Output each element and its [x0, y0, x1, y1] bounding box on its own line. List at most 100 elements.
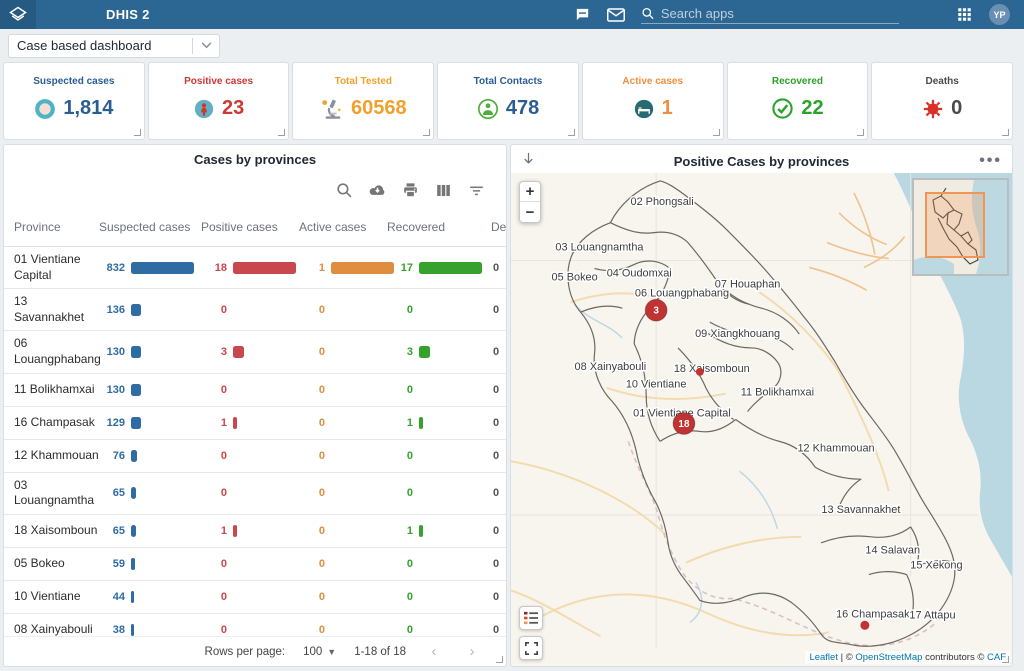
suspected-cell: 38	[99, 624, 201, 636]
resize-handle[interactable]	[134, 129, 141, 136]
stat-card-title: Deaths	[925, 76, 958, 87]
dashboard-select[interactable]: Case based dashboard	[8, 34, 220, 58]
table-row[interactable]: 05 Bokeo590000	[4, 548, 506, 581]
rows-per-page-select[interactable]: 100 ▼	[303, 646, 336, 658]
table-row[interactable]: 10 Vientiane440000	[4, 581, 506, 614]
active-cell: 0	[299, 304, 387, 316]
table-pagination: Rows per page: 100 ▼ 1-18 of 18 ‹ ›	[4, 636, 506, 666]
value-bar	[131, 591, 134, 603]
zoom-out-button[interactable]: −	[520, 202, 540, 222]
app-search[interactable]	[641, 6, 899, 24]
zoom-in-button[interactable]: +	[520, 182, 540, 202]
pagination-range: 1-18 of 18	[354, 646, 406, 658]
table-row[interactable]: 18 Xaisomboun651010	[4, 515, 506, 548]
table-search-icon[interactable]	[335, 181, 354, 200]
resize-handle[interactable]	[713, 129, 720, 136]
map-province-label: 14 Salavan	[865, 545, 920, 557]
resize-handle[interactable]	[1002, 129, 1009, 136]
osm-link[interactable]: OpenStreetMap	[855, 652, 922, 663]
map-zoom-control: + −	[519, 181, 541, 223]
suspected-cell: 130	[99, 346, 201, 358]
column-header[interactable]: Active cases	[299, 220, 387, 234]
prev-page-button[interactable]: ‹	[424, 643, 444, 660]
positive-cell: 0	[201, 591, 299, 603]
stat-card-value: 478	[506, 97, 539, 120]
active-cell: 0	[299, 450, 387, 462]
user-avatar[interactable]: YP	[989, 4, 1010, 25]
map-roads	[511, 292, 889, 636]
stat-card-value: 1,814	[63, 97, 113, 120]
map-province-label: 07 Houaphan	[715, 278, 781, 290]
download-icon[interactable]	[368, 181, 387, 200]
messages-icon[interactable]	[607, 6, 625, 24]
map-attribution: Leaflet | © OpenStreetMap contributors ©…	[805, 651, 1010, 664]
table-row[interactable]: 03 Louangnamtha650000	[4, 473, 506, 515]
map-case-dot[interactable]	[860, 621, 869, 630]
leaflet-link[interactable]: Leaflet	[809, 652, 838, 663]
headerbar: DHIS 2 YP	[0, 0, 1024, 29]
table-row[interactable]: 13 Savannakhet1360000	[4, 289, 506, 331]
column-header[interactable]: Positive cases	[201, 220, 299, 234]
columns-icon[interactable]	[434, 181, 453, 200]
svg-text:3: 3	[653, 306, 659, 317]
resize-handle[interactable]	[857, 129, 864, 136]
next-page-button[interactable]: ›	[462, 643, 482, 660]
column-header[interactable]: Deaths	[491, 220, 507, 234]
map-canvas[interactable]: 02 Phongsali03 Louangnamtha05 Bokeo04 Ou…	[511, 173, 1012, 666]
value-bar	[131, 624, 134, 636]
resize-handle[interactable]	[496, 656, 503, 663]
fullscreen-button[interactable]	[519, 636, 543, 660]
minimap-viewport-rect[interactable]	[926, 193, 984, 257]
map-cluster-marker[interactable]: 3	[645, 299, 667, 321]
overview-minimap[interactable]	[912, 178, 1009, 276]
column-header[interactable]: Province	[4, 220, 99, 234]
stat-card-value: 22	[801, 97, 823, 120]
stat-card-title: Suspected cases	[33, 76, 114, 87]
table-row[interactable]: 06 Louangphabang1303030	[4, 331, 506, 373]
resize-handle[interactable]	[568, 129, 575, 136]
filter-icon[interactable]	[467, 181, 486, 200]
legend-button[interactable]	[519, 606, 543, 630]
apps-menu-icon[interactable]	[955, 6, 973, 24]
value-bar	[131, 525, 136, 537]
map-case-dot[interactable]	[696, 368, 704, 376]
table-row[interactable]: 08 Xainyabouli380000	[4, 614, 506, 636]
map-province-label: 12 Khammouan	[797, 442, 874, 454]
chevron-down-icon[interactable]	[193, 42, 219, 49]
search-apps-input[interactable]	[661, 6, 899, 21]
map-cluster-marker[interactable]: 18	[673, 413, 695, 435]
column-header[interactable]: Suspected cases	[99, 220, 201, 234]
value-bar	[233, 525, 237, 537]
arrow-down-icon[interactable]	[521, 151, 561, 171]
province-cell: 06 Louangphabang	[4, 336, 99, 367]
table-row[interactable]: 12 Khammouan760000	[4, 440, 506, 473]
table-header-row: ProvinceSuspected casesPositive casesAct…	[4, 210, 506, 247]
positive-cell: 0	[201, 624, 299, 636]
map-province-label: 17 Attapu	[909, 609, 955, 621]
province-cell: 05 Bokeo	[4, 556, 99, 572]
resize-handle[interactable]	[423, 129, 430, 136]
value-bar	[131, 558, 135, 570]
map-province-label: 09 Xiangkhouang	[695, 328, 780, 340]
rows-per-page-value: 100	[303, 646, 322, 658]
recovered-cell: 17	[387, 262, 491, 274]
column-header[interactable]: Recovered	[387, 220, 491, 234]
stat-card: Recovered22	[727, 62, 869, 140]
suspected-cell: 59	[99, 558, 201, 570]
map-rivers	[575, 304, 778, 622]
rows-per-page-label: Rows per page:	[205, 646, 286, 658]
deaths-cell: 0	[491, 591, 506, 603]
more-options-icon[interactable]: •••	[962, 152, 1002, 170]
province-cell: 13 Savannakhet	[4, 294, 99, 325]
resize-handle[interactable]	[1002, 656, 1009, 663]
table-row[interactable]: 16 Champasak1291010	[4, 407, 506, 440]
table-row[interactable]: 01 Vientiane Capital832181170	[4, 247, 506, 289]
resize-handle[interactable]	[278, 129, 285, 136]
map-province-label: 13 Savannakhet	[821, 504, 900, 516]
positive-cell: 18	[201, 262, 299, 274]
dhis2-logo[interactable]	[0, 0, 36, 29]
stat-card: Active cases1	[582, 62, 724, 140]
interpretations-icon[interactable]	[573, 6, 591, 24]
table-row[interactable]: 11 Bolikhamxai1300000	[4, 374, 506, 407]
print-icon[interactable]	[401, 181, 420, 200]
